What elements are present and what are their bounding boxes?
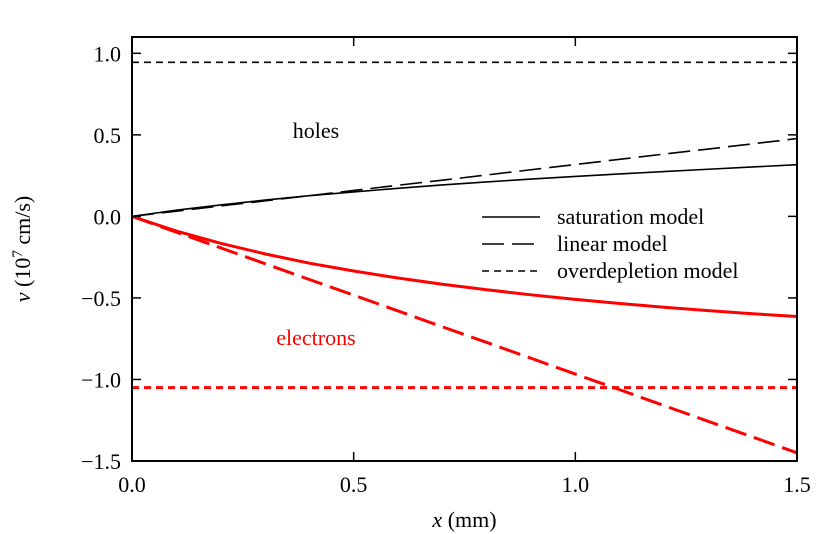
series-electrons-linear bbox=[131, 214, 798, 455]
x-axis-unit: (mm) bbox=[442, 507, 496, 532]
y-tick-label: −0.5 bbox=[81, 286, 121, 311]
series-electrons-saturation bbox=[131, 214, 798, 319]
y-tick-label: 1.0 bbox=[94, 41, 122, 66]
annotations-group: holes electrons bbox=[276, 118, 355, 350]
legend-label-linear: linear model bbox=[557, 231, 668, 256]
x-tick-label: 1.5 bbox=[783, 472, 811, 497]
y-axis-var: v bbox=[10, 292, 35, 302]
y-tick-label: 0.5 bbox=[94, 123, 122, 148]
holes-annotation: holes bbox=[293, 118, 339, 143]
plot-frame bbox=[131, 36, 798, 462]
legend-label-saturation: saturation model bbox=[557, 204, 704, 229]
legend-label-overdepletion: overdepletion model bbox=[557, 258, 738, 283]
y-axis-label: v (107 cm/s) bbox=[10, 196, 35, 302]
x-axis-label: x (mm) bbox=[431, 507, 496, 532]
y-tick-label: −1.5 bbox=[81, 449, 121, 474]
x-axis-var: x bbox=[431, 507, 442, 532]
y-axis-exponent: 7 bbox=[10, 250, 26, 258]
y-axis-suffix: cm/s) bbox=[10, 196, 35, 250]
y-axis-prefix: (10 bbox=[10, 258, 35, 293]
x-tick-label: 1.0 bbox=[562, 472, 590, 497]
ticks-group: 0.0 0.5 1.0 1.5 1.0 0.5 0.0 −0.5 −1.0 −1.5 bbox=[81, 37, 811, 497]
series-holes-linear bbox=[131, 137, 798, 218]
series-group bbox=[131, 61, 798, 455]
series-holes-saturation bbox=[131, 163, 798, 218]
y-tick-label: 0.0 bbox=[94, 204, 122, 229]
y-tick-label: −1.0 bbox=[81, 367, 121, 392]
x-tick-label: 0.0 bbox=[118, 472, 146, 497]
x-tick-label: 0.5 bbox=[340, 472, 368, 497]
electrons-annotation: electrons bbox=[276, 325, 355, 350]
